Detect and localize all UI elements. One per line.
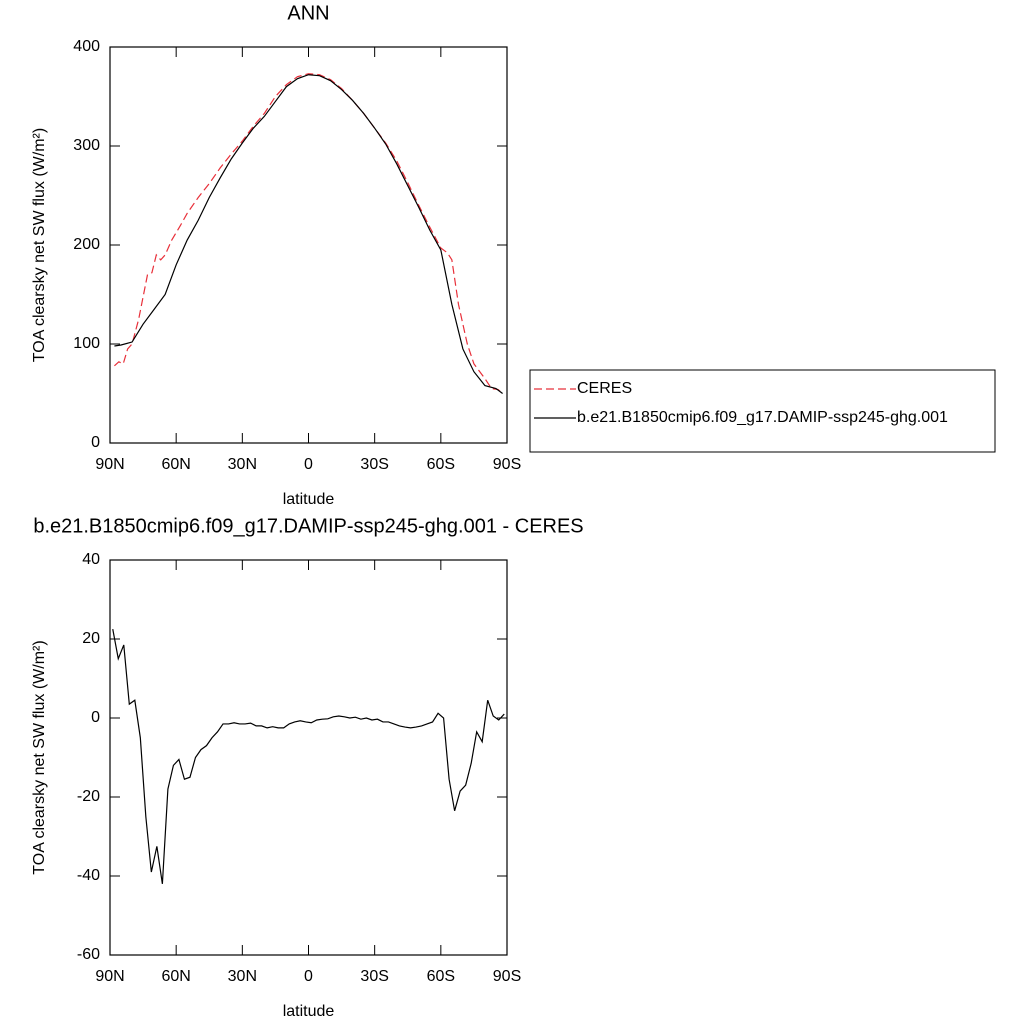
- y-tick-label: 0: [91, 434, 100, 451]
- y-tick-label: 0: [91, 709, 100, 726]
- x-tick-label: 0: [304, 968, 313, 985]
- plot-frame: [109, 559, 508, 956]
- x-tick-label: 90N: [95, 456, 124, 473]
- x-tick-label: 90S: [493, 968, 521, 985]
- x-tick-label: 90S: [493, 456, 521, 473]
- data-line: [114, 73, 503, 394]
- y-tick-label: -20: [77, 788, 100, 805]
- y-tick-label: 20: [82, 630, 100, 647]
- x-tick-label: 30S: [360, 456, 388, 473]
- x-tick-label: 60S: [427, 968, 455, 985]
- x-axis-label: latitude: [283, 491, 335, 508]
- y-tick-label: 100: [73, 335, 100, 352]
- chart-title: ANN: [287, 2, 329, 24]
- data-line: [112, 629, 505, 884]
- y-axis-label: TOA clearsky net SW flux (W/m²): [31, 128, 48, 362]
- y-tick-label: 300: [73, 137, 100, 154]
- y-tick-label: -40: [77, 867, 100, 884]
- x-tick-label: 60N: [161, 968, 190, 985]
- x-tick-label: 30N: [228, 456, 257, 473]
- x-tick-label: 0: [304, 456, 313, 473]
- panel: ANN latitude TOA clearsky net SW flux (W/m…: [31, 2, 996, 508]
- y-tick-label: 40: [82, 551, 100, 568]
- x-tick-label: 30N: [228, 968, 257, 985]
- y-tick-label: 400: [73, 38, 100, 55]
- plot-frame: [109, 46, 508, 444]
- x-tick-label: 30S: [360, 968, 388, 985]
- data-line: [114, 74, 503, 394]
- x-tick-label: 60N: [161, 456, 190, 473]
- legend-label: CERES: [577, 380, 632, 397]
- x-axis-label: latitude: [283, 1003, 335, 1020]
- legend-box: [529, 369, 996, 453]
- legend-label: b.e21.B1850cmip6.f09_g17.DAMIP-ssp245-gh…: [577, 409, 948, 426]
- y-axis-label: TOA clearsky net SW flux (W/m²): [31, 640, 48, 874]
- x-tick-label: 90N: [95, 968, 124, 985]
- y-tick-label: 200: [73, 236, 100, 253]
- x-tick-label: 60S: [427, 456, 455, 473]
- panel: b.e21.B1850cmip6.f09_g17.DAMIP-ssp245-gh…: [31, 515, 583, 1020]
- y-tick-label: -60: [77, 946, 100, 963]
- chart-title: b.e21.B1850cmip6.f09_g17.DAMIP-ssp245-gh…: [33, 515, 583, 537]
